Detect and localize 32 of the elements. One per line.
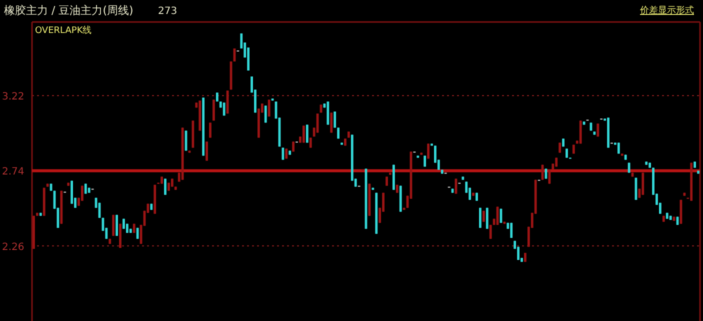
candlestick xyxy=(268,99,270,118)
candlestick xyxy=(596,123,600,138)
candlestick xyxy=(206,141,208,162)
candlestick xyxy=(427,143,430,160)
candlestick xyxy=(302,125,305,144)
y-tick-label: 2.74 xyxy=(2,166,24,178)
candlestick xyxy=(164,178,166,196)
candlestick xyxy=(226,90,229,114)
candlestick xyxy=(642,172,644,196)
candlestick xyxy=(334,111,336,128)
y-tick-label: 2.26 xyxy=(2,242,24,253)
text: 价差显示形式 xyxy=(639,5,694,16)
y-tick-label: 3.22 xyxy=(2,92,24,103)
candlestick xyxy=(489,224,492,240)
candlestick xyxy=(212,99,215,122)
chart-subtitle: 273 xyxy=(158,6,178,17)
candlestick xyxy=(264,105,267,124)
annotation: OVERLAPK线 xyxy=(35,25,92,36)
candlestick xyxy=(116,214,118,236)
chart-title: 橡胶主力 / 豆油主力(周线) xyxy=(4,4,134,17)
candlestick xyxy=(282,147,284,160)
candlestick xyxy=(486,207,488,230)
candlestick xyxy=(306,124,308,144)
candlestick xyxy=(510,222,513,238)
candlestick xyxy=(579,120,582,144)
candlestick xyxy=(479,207,482,228)
candlestick xyxy=(222,102,226,116)
candlestick xyxy=(330,112,333,134)
candlestick xyxy=(209,122,212,138)
candlestick xyxy=(70,180,74,204)
candlestick xyxy=(326,101,330,126)
candlestick xyxy=(112,214,115,236)
